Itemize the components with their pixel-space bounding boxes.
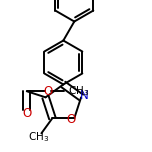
Text: O: O xyxy=(22,107,31,120)
Text: O: O xyxy=(44,85,53,98)
Text: N: N xyxy=(80,90,88,102)
Text: CH$_3$: CH$_3$ xyxy=(28,130,50,144)
Text: CH$_3$: CH$_3$ xyxy=(68,84,90,98)
Text: O: O xyxy=(67,113,76,126)
